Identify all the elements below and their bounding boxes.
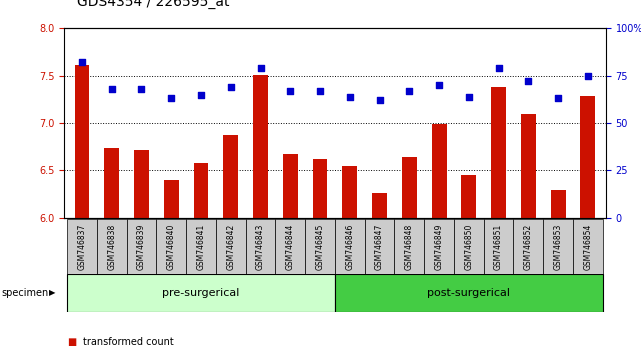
Point	[166, 96, 176, 101]
Bar	[342, 166, 357, 218]
Point	[553, 96, 563, 101]
Text: GSM746844: GSM746844	[286, 224, 295, 270]
Bar	[67, 274, 335, 312]
Text: GDS4354 / 226595_at: GDS4354 / 226595_at	[77, 0, 229, 9]
Text: GSM746840: GSM746840	[167, 224, 176, 270]
Bar	[283, 154, 297, 218]
Bar	[223, 135, 238, 218]
Bar	[335, 274, 603, 312]
Bar	[484, 219, 513, 274]
Point	[226, 84, 236, 90]
Point	[315, 88, 325, 94]
Text: GSM746854: GSM746854	[583, 224, 592, 270]
Bar	[365, 219, 394, 274]
Text: GSM746848: GSM746848	[405, 224, 414, 270]
Bar	[305, 219, 335, 274]
Text: GSM746843: GSM746843	[256, 224, 265, 270]
Text: ■: ■	[67, 337, 76, 347]
Bar	[246, 219, 276, 274]
Bar	[97, 219, 127, 274]
Text: transformed count: transformed count	[83, 337, 174, 347]
Text: post-surgerical: post-surgerical	[428, 288, 510, 298]
Bar	[104, 148, 119, 218]
Bar	[67, 219, 97, 274]
Point	[523, 79, 533, 84]
Bar	[513, 219, 543, 274]
Point	[106, 86, 117, 92]
Text: pre-surgerical: pre-surgerical	[162, 288, 240, 298]
Bar	[74, 65, 89, 218]
Point	[434, 82, 444, 88]
Text: GSM746850: GSM746850	[464, 224, 473, 270]
Text: GSM746846: GSM746846	[345, 224, 354, 270]
Bar	[372, 193, 387, 218]
Text: ▶: ▶	[49, 289, 55, 297]
Text: specimen: specimen	[1, 288, 49, 298]
Bar	[335, 219, 365, 274]
Bar	[313, 159, 328, 218]
Point	[196, 92, 206, 97]
Text: GSM746842: GSM746842	[226, 224, 235, 270]
Text: GSM746838: GSM746838	[107, 224, 116, 270]
Bar	[156, 219, 186, 274]
Bar	[573, 219, 603, 274]
Text: GSM746845: GSM746845	[315, 224, 324, 270]
Text: GSM746847: GSM746847	[375, 224, 384, 270]
Bar	[462, 175, 476, 218]
Text: GSM746849: GSM746849	[435, 224, 444, 270]
Point	[345, 94, 355, 99]
Bar	[424, 219, 454, 274]
Point	[494, 65, 504, 71]
Text: GSM746837: GSM746837	[78, 224, 87, 270]
Text: GSM746841: GSM746841	[197, 224, 206, 270]
Bar	[394, 219, 424, 274]
Bar	[454, 219, 484, 274]
Point	[255, 65, 265, 71]
Bar	[521, 114, 536, 218]
Text: GSM746839: GSM746839	[137, 224, 146, 270]
Bar	[276, 219, 305, 274]
Bar	[543, 219, 573, 274]
Bar	[194, 163, 208, 218]
Bar	[134, 150, 149, 218]
Bar	[127, 219, 156, 274]
Bar	[186, 219, 216, 274]
Bar	[253, 75, 268, 218]
Text: GSM746851: GSM746851	[494, 224, 503, 270]
Bar	[431, 124, 447, 218]
Bar	[491, 87, 506, 218]
Text: GSM746853: GSM746853	[554, 224, 563, 270]
Bar	[216, 219, 246, 274]
Point	[463, 94, 474, 99]
Point	[137, 86, 147, 92]
Bar	[164, 180, 179, 218]
Bar	[581, 96, 595, 218]
Bar	[402, 157, 417, 218]
Point	[77, 59, 87, 65]
Point	[583, 73, 593, 79]
Point	[404, 88, 415, 94]
Text: GSM746852: GSM746852	[524, 224, 533, 270]
Point	[285, 88, 296, 94]
Bar	[551, 190, 565, 218]
Point	[374, 97, 385, 103]
